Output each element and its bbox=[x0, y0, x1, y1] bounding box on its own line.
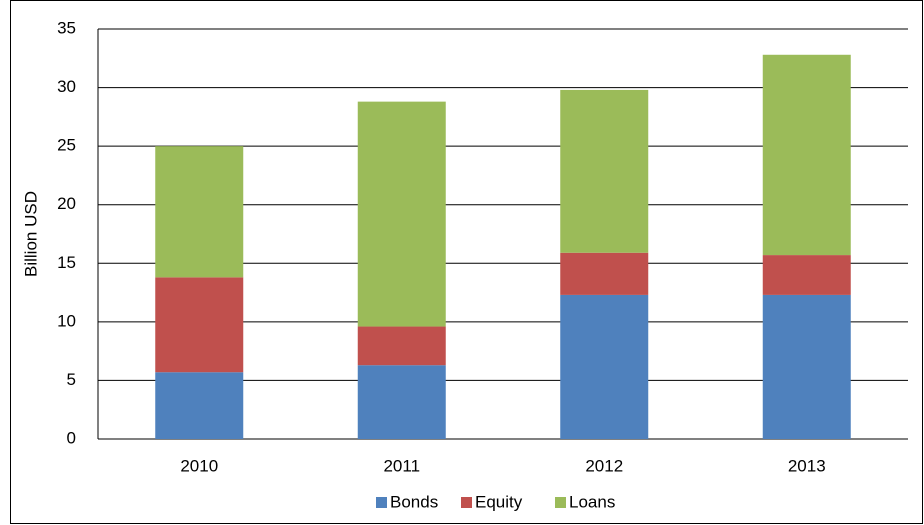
x-tick-label: 2013 bbox=[788, 456, 826, 475]
legend-label: Bonds bbox=[390, 492, 438, 511]
legend-label: Equity bbox=[475, 492, 523, 511]
legend-label: Loans bbox=[569, 492, 615, 511]
y-tick-label: 0 bbox=[67, 428, 76, 447]
bar-segment bbox=[155, 277, 244, 373]
legend-swatch bbox=[376, 497, 387, 508]
y-tick-label: 10 bbox=[57, 311, 76, 330]
bar-segment bbox=[560, 294, 649, 439]
bar-segment bbox=[155, 146, 244, 278]
bar-segment bbox=[560, 89, 649, 253]
x-tick-label: 2010 bbox=[180, 456, 218, 475]
y-tick-label: 35 bbox=[57, 18, 76, 37]
bar-segment bbox=[357, 326, 446, 366]
bar-segment bbox=[762, 294, 851, 439]
y-axis-label: Billion USD bbox=[21, 191, 40, 277]
legend-swatch bbox=[461, 497, 472, 508]
bar-segment bbox=[762, 255, 851, 295]
y-tick-label: 20 bbox=[57, 194, 76, 213]
legend-swatch bbox=[555, 497, 566, 508]
x-tick-label: 2011 bbox=[383, 456, 420, 475]
x-tick-label: 2012 bbox=[585, 456, 623, 475]
y-tick-label: 25 bbox=[57, 136, 76, 155]
y-tick-label: 30 bbox=[57, 77, 76, 96]
y-tick-label: 15 bbox=[57, 253, 76, 272]
bar-segment bbox=[155, 372, 244, 439]
bar-segment bbox=[762, 54, 851, 256]
bar-segment bbox=[560, 252, 649, 295]
bar-segment bbox=[357, 365, 446, 439]
y-tick-label: 5 bbox=[67, 370, 76, 389]
bar-segment bbox=[357, 101, 446, 327]
